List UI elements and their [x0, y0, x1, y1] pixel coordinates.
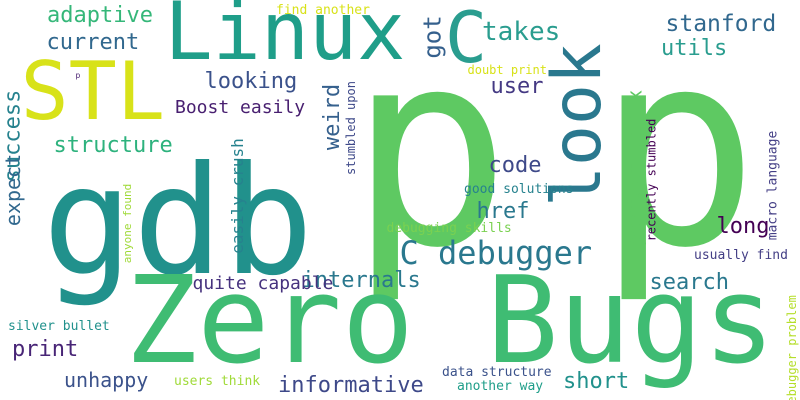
cloud-word: Debugger problem [784, 295, 799, 400]
cloud-word: user [490, 74, 544, 99]
cloud-word: Zero Bugs [125, 252, 776, 391]
cloud-word: stanford [665, 10, 777, 37]
cloud-word: code [488, 153, 542, 178]
cloud-word: perfect Linux [621, 89, 646, 247]
cloud-word: Boost easily [175, 97, 306, 118]
cloud-word: takes [482, 17, 561, 47]
cloud-word: C debugger [399, 234, 593, 272]
cloud-word: href [476, 199, 530, 224]
cloud-word: silver bullet [8, 318, 110, 334]
cloud-word: quite capable [192, 273, 334, 294]
cloud-word: short [563, 369, 630, 394]
cloud-word: internals [301, 268, 421, 293]
cloud-word: got [418, 15, 447, 59]
cloud-word: users think [174, 373, 261, 389]
cloud-word: recently stumbled [643, 118, 658, 242]
cloud-word: adaptive [47, 3, 153, 28]
cloud-word: print [12, 337, 79, 362]
cloud-word: p [348, 0, 512, 307]
cloud-word: STL [20, 45, 166, 138]
cloud-word: C [445, 0, 488, 79]
cloud-word: anyone found [120, 183, 134, 263]
cloud-word: gdb [42, 135, 314, 309]
cloud-word: looking [204, 69, 298, 94]
cloud-word: doubt print [467, 63, 547, 77]
cloud-word: Linux [164, 0, 406, 78]
cloud-word: easily crush [227, 138, 247, 254]
cloud-word: search [649, 270, 729, 295]
cloud-word: long [716, 214, 770, 239]
cloud-word: current [46, 30, 140, 55]
cloud-word: stumbled upon [343, 81, 358, 175]
cloud-word: informative [278, 373, 424, 398]
cloud-word: p [75, 71, 81, 80]
cloud-word: unhappy [64, 368, 149, 392]
cloud-word: data structure [442, 364, 552, 380]
cloud-word: good solutions [464, 181, 574, 197]
cloud-word: find another [276, 2, 370, 18]
cloud-word: weird [320, 83, 346, 151]
cloud-word: expect [1, 153, 26, 227]
cloud-word: usually find [694, 247, 788, 263]
cloud-word: macro language [765, 130, 781, 240]
cloud-word: p [596, 0, 760, 307]
cloud-word: structure [53, 133, 173, 158]
cloud-word: debugging skills [386, 220, 512, 236]
cloud-word: another way [457, 378, 544, 394]
cloud-word: utils [661, 36, 728, 61]
